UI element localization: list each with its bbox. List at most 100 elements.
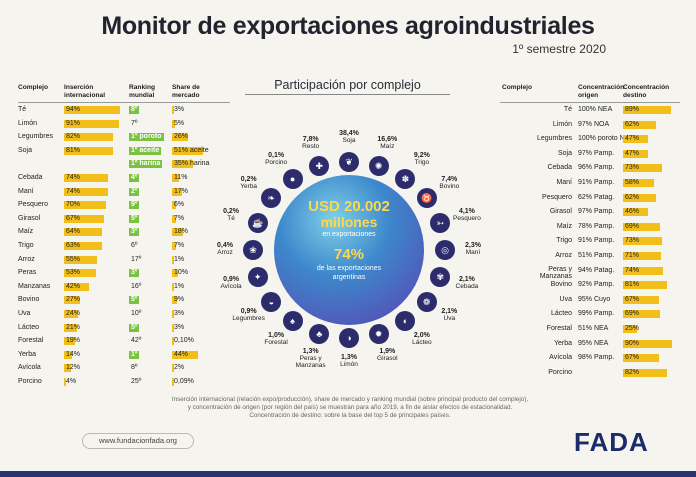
complejo-share-name: Maíz	[380, 142, 395, 150]
complejo-share-pct: 9,2%	[413, 151, 430, 159]
ranking-badge: 1º harina	[129, 160, 163, 169]
insercion-value: 24%	[66, 310, 81, 317]
complejo-share-name: Yerba	[240, 183, 258, 191]
ranking-cell: 1º harina	[129, 159, 163, 169]
website-link[interactable]: www.fundacionfada.org	[82, 433, 194, 449]
destino-bar	[623, 193, 657, 202]
insercion-bar	[64, 106, 121, 114]
destino-cell: 62%	[623, 120, 679, 130]
origen-value: 95% Cuyo	[578, 295, 611, 303]
share-value: 7%	[174, 214, 185, 222]
insercion-cell: 19%	[64, 336, 126, 346]
share-bar	[172, 106, 174, 114]
insercion-cell: 70%	[64, 200, 126, 210]
complejo-name: Limón	[18, 119, 38, 127]
footnote-line-1: Inserción internacional (relación expo/p…	[171, 396, 529, 403]
complejo-name: Maíz	[18, 228, 34, 236]
destino-value: 67%	[625, 354, 640, 362]
complejo-share-pct: 0,2%	[240, 176, 257, 184]
complejo-share-label: 16,6% Maíz	[362, 136, 412, 150]
destino-value: 47%	[625, 135, 640, 143]
destino-cell: 73%	[623, 163, 679, 173]
destino-cell: 25%	[623, 324, 679, 334]
complejo-name: Avícola	[18, 364, 41, 372]
ranking-cell: 8º	[129, 105, 140, 115]
destino-value: 67%	[625, 295, 640, 303]
ranking-badge: 3º	[129, 269, 140, 278]
yerba-icon: ❧	[261, 188, 282, 209]
complejo-share-pct: 0,4%	[217, 242, 233, 249]
footnote-line-3: Concentración de destino: sobre la base …	[249, 412, 451, 419]
right-table-row: Maní 91% Pamp. 58%	[492, 178, 678, 188]
right-table-row: Legumbres 100% poroto NOA 47%	[492, 134, 678, 144]
share-cell: 10%	[172, 268, 230, 278]
destino-cell: 67%	[623, 295, 679, 305]
right-table-row: Soja 97% Pamp. 47%	[492, 149, 678, 159]
page-title: Monitor de exportaciones agroindustriale…	[101, 12, 595, 40]
destino-cell: 47%	[623, 134, 679, 144]
wheat-icon: ✽	[395, 168, 416, 189]
insercion-value: 91%	[66, 119, 81, 127]
soy-icon: ❦	[339, 151, 359, 172]
ranking-badge: 5º	[129, 323, 140, 332]
share-bar	[172, 214, 177, 223]
complejo-share-name: Legumbres	[232, 314, 265, 322]
complejo-share-pct: 0,9%	[223, 276, 240, 284]
destino-bar	[623, 266, 663, 275]
share-cell: 6%	[172, 200, 230, 210]
right-table-row: Cebada 96% Pamp. 73%	[492, 163, 678, 173]
left-table-row: Maíz 64% 3º 18%	[18, 227, 230, 237]
destino-bar	[623, 252, 662, 260]
ranking-value: 17º	[131, 255, 142, 263]
complejo-share-name: Avícola	[220, 283, 242, 291]
header-complejo: Complejo	[18, 84, 49, 91]
share-value: 44%	[174, 350, 189, 358]
ranking-value: 16º	[131, 282, 142, 290]
complejo-name: Girasol	[549, 208, 572, 216]
ranking-badge: 5º	[129, 296, 140, 305]
ranking-badge: 1º	[129, 350, 140, 359]
insercion-value: 63%	[66, 242, 81, 249]
origen-value: 98% Pamp.	[578, 354, 615, 362]
destino-value: 74%	[625, 266, 640, 274]
insercion-value: 74%	[66, 187, 81, 195]
ranking-cell: 3º	[129, 227, 140, 237]
share-cell: 51% aceite	[172, 146, 230, 156]
destino-cell: 81%	[623, 280, 679, 290]
complejo-name: Legumbres	[536, 135, 572, 143]
ranking-value: 42º	[131, 337, 142, 345]
complejo-name: Porcino	[548, 368, 572, 376]
destino-cell: 67%	[623, 353, 679, 363]
ranking-cell: 8º	[129, 363, 137, 373]
destino-value: 62%	[625, 120, 640, 128]
complejo-share-label: 0,9% Avícola	[206, 276, 256, 290]
insercion-value: 82%	[66, 133, 81, 141]
insercion-bar	[64, 350, 73, 359]
rice-icon: ❀	[243, 240, 263, 260]
complejo-name: Yerba	[18, 350, 37, 358]
ranking-cell: 5º	[129, 214, 140, 224]
insercion-cell: 82%	[64, 132, 126, 142]
ranking-value: 8º	[131, 364, 138, 372]
complejo-share-label: 2,3% Maní	[448, 242, 498, 256]
left-table-row: Maní 74% 2º 17%	[18, 187, 230, 197]
complejo-share-name: Uva	[443, 314, 456, 322]
ranking-cell: 5º	[129, 323, 140, 333]
right-table-row: Maíz 78% Pamp. 69%	[492, 222, 678, 232]
complejo-share-label: 38,4% Soja	[324, 130, 374, 144]
right-table-row: Bovino 92% Pamp. 81%	[492, 280, 678, 290]
complejo-share-name: Bovino	[439, 183, 460, 191]
insercion-cell: 53%	[64, 268, 126, 278]
complejo-name: Uva	[18, 310, 31, 317]
complejo-name: Maní	[556, 179, 572, 186]
left-table-row: Uva 24% 10º 3%	[18, 309, 230, 319]
complejo-name: Uva	[559, 295, 572, 303]
destino-bar	[623, 237, 663, 246]
complejo-name: Avícola	[549, 354, 572, 362]
destino-value: 89%	[625, 106, 640, 113]
insercion-value: 19%	[66, 337, 81, 345]
destino-bar	[623, 179, 655, 187]
share-cell: 18%	[172, 227, 230, 237]
insercion-value: 21%	[66, 323, 81, 331]
cow-icon: ♉	[416, 188, 437, 209]
